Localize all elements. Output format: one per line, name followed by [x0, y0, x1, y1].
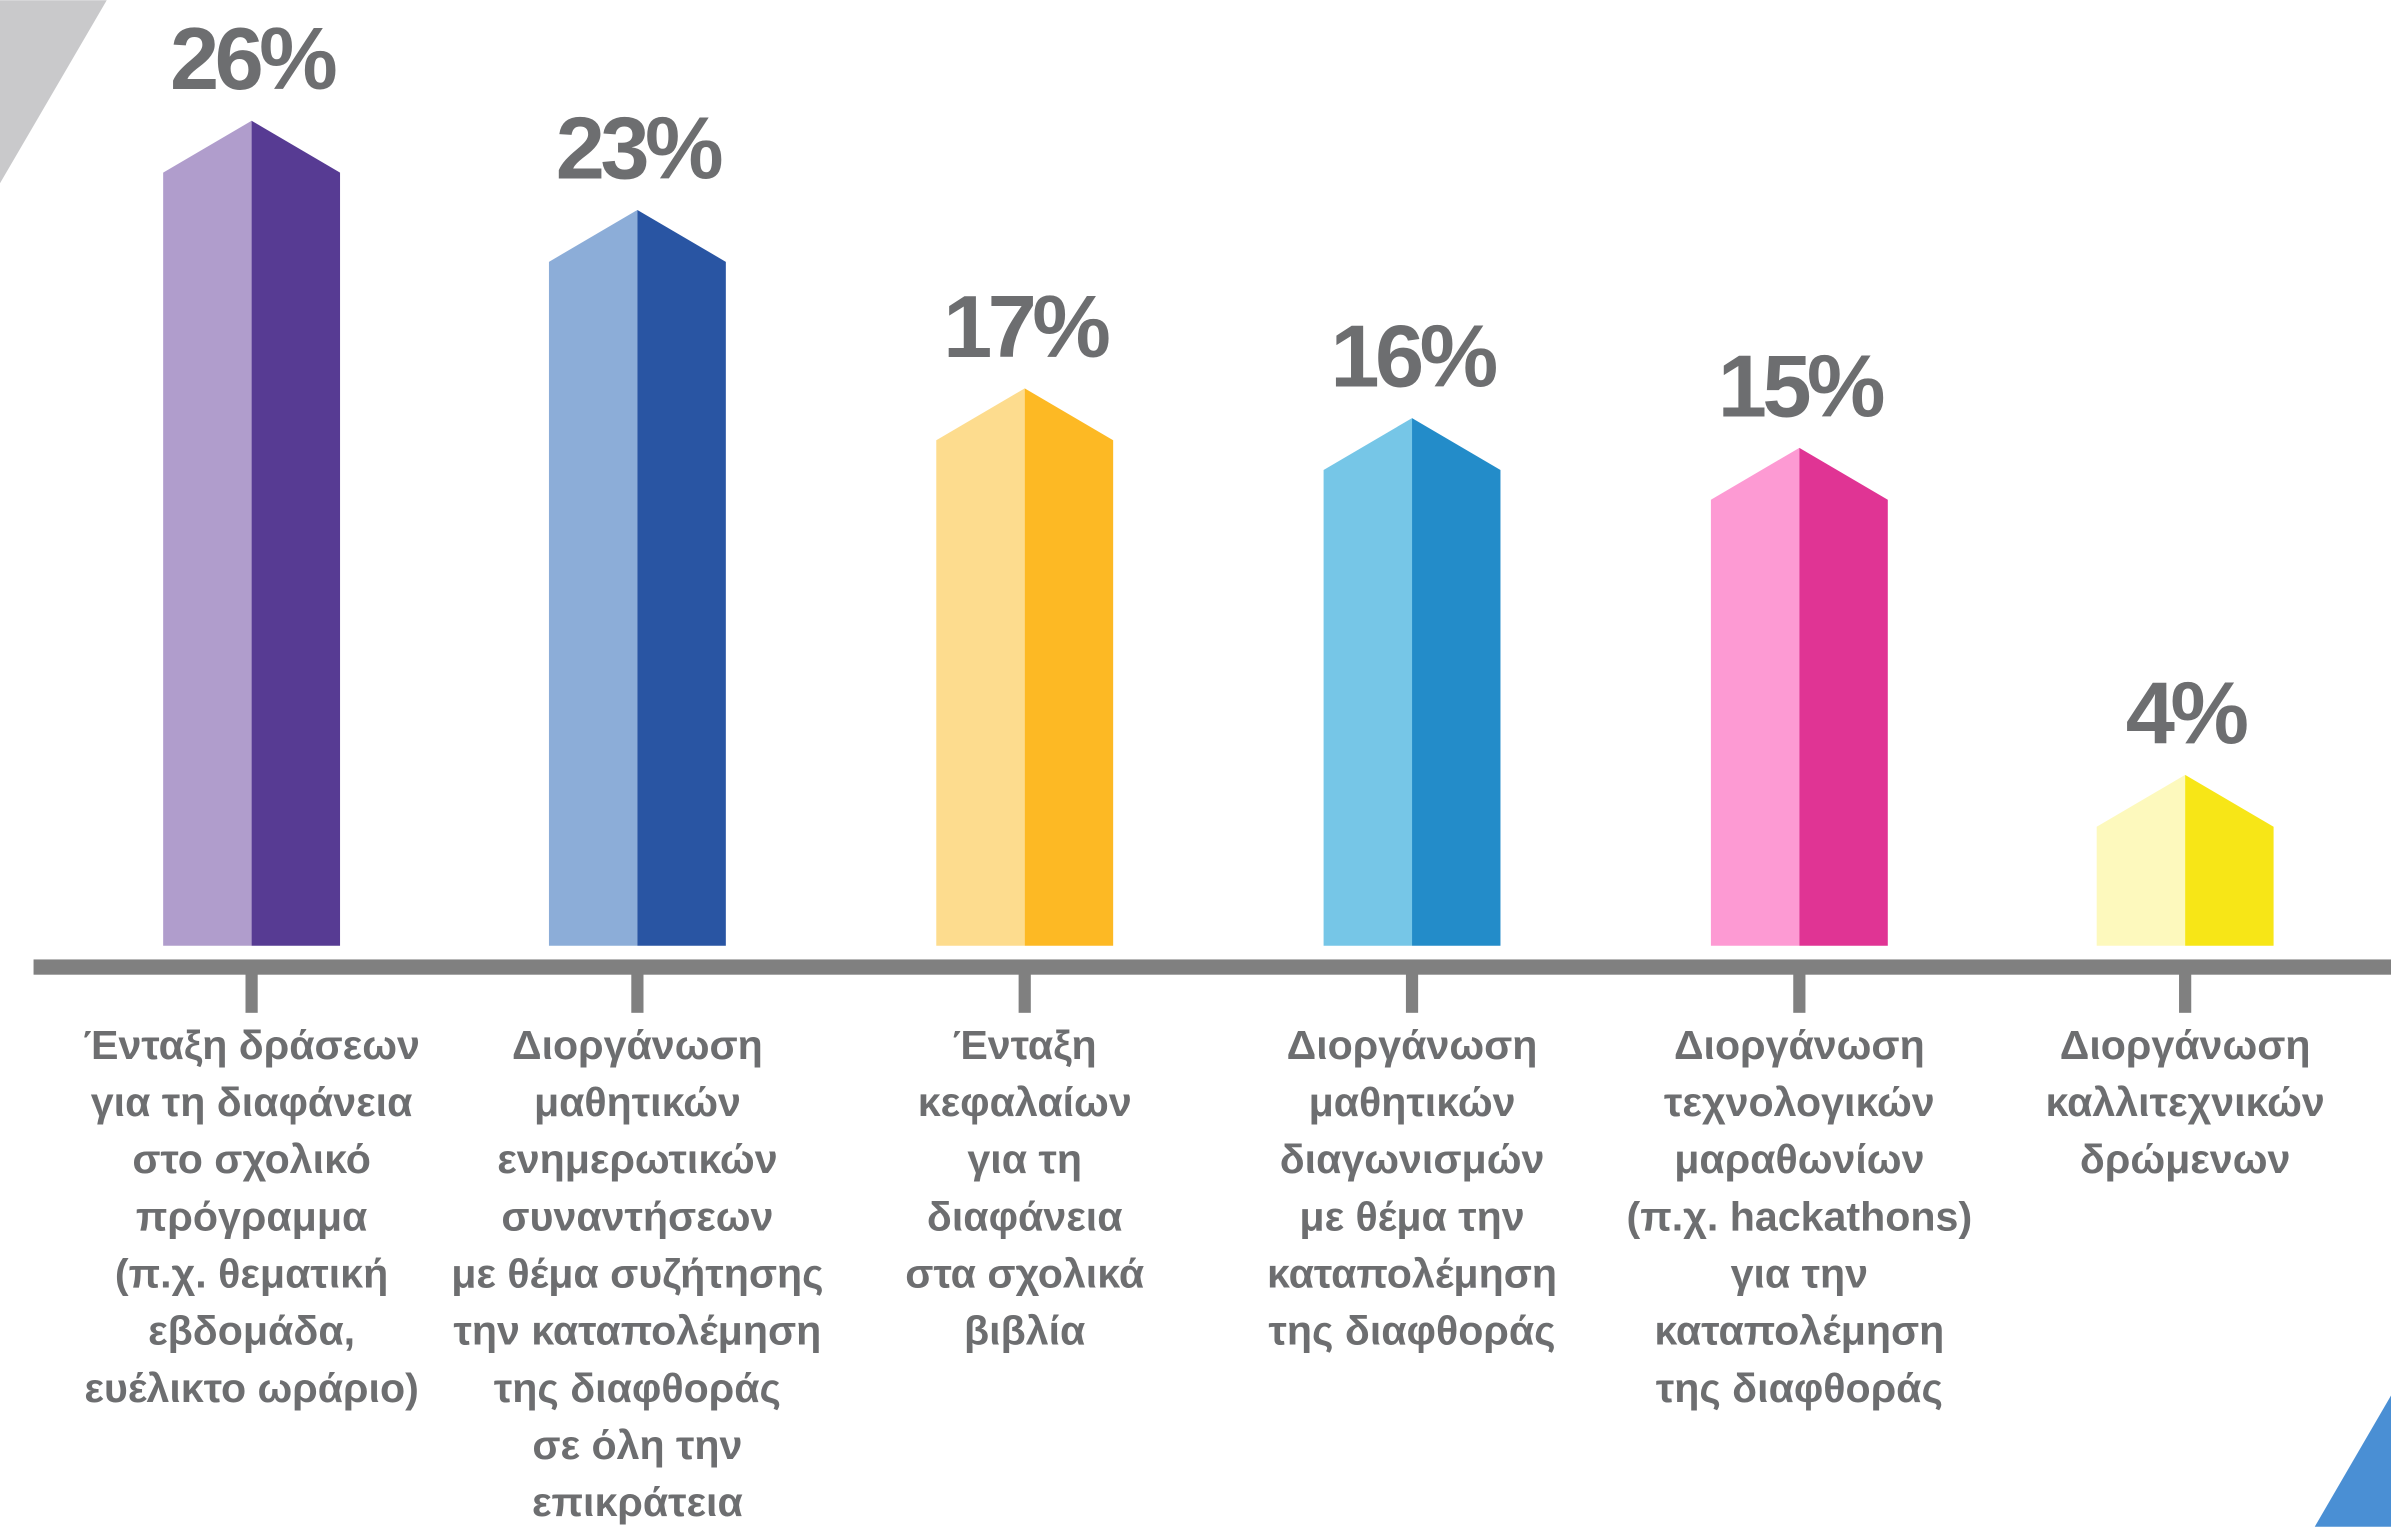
- category-label: Ένταξη δράσεων: [83, 1022, 419, 1068]
- category-label: δρώμενων: [2080, 1136, 2290, 1182]
- value-label: 23%: [556, 98, 722, 197]
- bar-right: [1412, 418, 1501, 946]
- x-tick: [1405, 970, 1419, 1013]
- category-label: με θέμα την: [1299, 1193, 1524, 1239]
- category-label: της διαφθοράς: [494, 1365, 781, 1411]
- bar-right: [1799, 447, 1888, 946]
- bar: [548, 209, 726, 946]
- x-tick: [2179, 970, 2192, 1013]
- value-label: 26%: [170, 9, 336, 108]
- category-label: ενημερωτικών: [497, 1136, 777, 1182]
- bar: [163, 120, 341, 946]
- category-label: με θέμα συζήτησης: [451, 1250, 823, 1296]
- bar-left: [163, 120, 252, 946]
- bar-left: [1323, 418, 1413, 946]
- category-label: για την: [1731, 1250, 1868, 1296]
- category-label: μαθητικών: [1309, 1079, 1516, 1125]
- category-label: για τη: [967, 1136, 1082, 1182]
- category-label: διαγωνισμών: [1280, 1136, 1545, 1182]
- category-label: (π.χ. θεματική: [115, 1250, 388, 1296]
- category-label: για τη διαφάνεια: [91, 1079, 413, 1125]
- value-label: 16%: [1330, 307, 1496, 406]
- category-label: την καταπολέμηση: [453, 1308, 821, 1354]
- category-label: καλλιτεχνικών: [2046, 1079, 2325, 1125]
- bar-right: [251, 120, 341, 946]
- category-label: τεχνολογικών: [1664, 1079, 1935, 1125]
- category-label: καταπολέμηση: [1267, 1250, 1557, 1296]
- category-label: σε όλη την: [532, 1422, 742, 1468]
- bar: [936, 388, 1114, 946]
- bar-right: [2185, 774, 2274, 946]
- bar-right: [637, 209, 726, 946]
- decoration: [2314, 1395, 2391, 1527]
- category-label: Διοργάνωση: [2060, 1022, 2311, 1068]
- category-label: της διαφθοράς: [1656, 1365, 1943, 1411]
- x-tick: [245, 970, 258, 1013]
- category-label: (π.χ. hackathons): [1627, 1193, 1973, 1239]
- x-tick: [1793, 970, 1806, 1013]
- category-label: ευέλικτο ωράριο): [84, 1365, 418, 1411]
- category-label: εβδομάδα,: [148, 1308, 355, 1354]
- category-label: διαφάνεια: [927, 1193, 1123, 1239]
- bar-left: [548, 209, 638, 946]
- category-label: πρόγραμμα: [136, 1193, 367, 1239]
- category-label: Διοργάνωση: [1674, 1022, 1925, 1068]
- category-label: στα σχολικά: [905, 1250, 1144, 1296]
- category-label: βιβλία: [964, 1308, 1085, 1354]
- bar: [2096, 774, 2274, 946]
- category-label: καταπολέμηση: [1654, 1308, 1944, 1354]
- category-label: επικράτεια: [532, 1479, 743, 1525]
- value-label: 15%: [1718, 336, 1884, 435]
- category-label: μαθητικών: [534, 1079, 741, 1125]
- bar-right: [1024, 388, 1114, 946]
- category-label: στο σχολικό: [132, 1136, 371, 1182]
- bar: [1323, 418, 1501, 946]
- bar-left: [1710, 447, 1800, 946]
- decoration: [0, 0, 107, 184]
- category-label: μαραθωνίων: [1674, 1136, 1924, 1182]
- category-label: Διοργάνωση: [1287, 1022, 1538, 1068]
- x-tick: [1018, 970, 1031, 1013]
- category-label: Διοργάνωση: [512, 1022, 763, 1068]
- value-label: 17%: [943, 277, 1109, 376]
- category-label: κεφαλαίων: [918, 1079, 1132, 1125]
- category-label: συναντήσεων: [501, 1193, 773, 1239]
- bar: [1710, 447, 1888, 946]
- bar-left: [936, 388, 1025, 946]
- bar-left: [2096, 774, 2186, 946]
- x-tick: [631, 970, 644, 1013]
- category-label: Ένταξη: [953, 1022, 1097, 1068]
- x-axis: [33, 959, 2391, 975]
- category-label: της διαφθοράς: [1269, 1308, 1556, 1354]
- value-label: 4%: [2126, 663, 2248, 762]
